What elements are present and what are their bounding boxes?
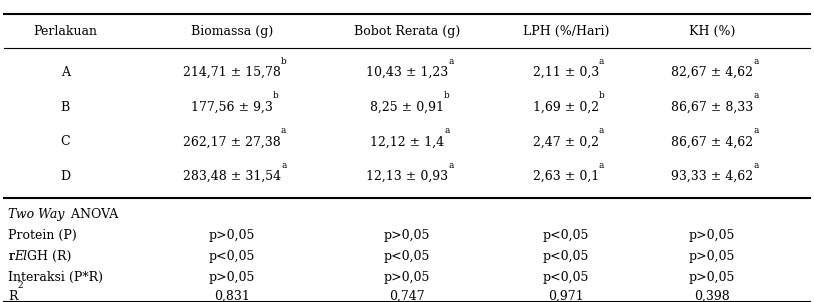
- Text: p>0,05: p>0,05: [689, 271, 735, 284]
- Text: p<0,05: p<0,05: [543, 271, 589, 284]
- Text: p>0,05: p>0,05: [209, 271, 255, 284]
- Text: 2: 2: [18, 281, 24, 290]
- Text: 8,25 ± 0,91: 8,25 ± 0,91: [370, 101, 444, 114]
- Text: 177,56 ± 9,3: 177,56 ± 9,3: [191, 101, 273, 114]
- Text: Bobot Rerata (g): Bobot Rerata (g): [354, 25, 460, 38]
- Text: a: a: [281, 126, 287, 135]
- Text: LPH (%/Hari): LPH (%/Hari): [523, 25, 609, 38]
- Text: a: a: [448, 161, 453, 170]
- Text: 2,63 ± 0,1: 2,63 ± 0,1: [532, 170, 599, 183]
- Text: 0,831: 0,831: [214, 290, 250, 302]
- Text: 12,13 ± 0,93: 12,13 ± 0,93: [366, 170, 448, 183]
- Text: 262,17 ± 27,38: 262,17 ± 27,38: [183, 135, 281, 149]
- Text: Two Way: Two Way: [8, 208, 64, 221]
- Text: p<0,05: p<0,05: [209, 250, 255, 263]
- Text: b: b: [444, 91, 450, 100]
- Text: 214,71 ± 15,78: 214,71 ± 15,78: [183, 66, 281, 79]
- Text: 283,48 ± 31,54: 283,48 ± 31,54: [183, 170, 281, 183]
- Text: Interaksi (P*R): Interaksi (P*R): [8, 271, 103, 284]
- Text: b: b: [281, 56, 287, 66]
- Text: b: b: [273, 91, 278, 100]
- Text: 86,67 ± 8,33: 86,67 ± 8,33: [671, 101, 754, 114]
- Text: 0,747: 0,747: [389, 290, 425, 302]
- Text: 0,398: 0,398: [694, 290, 730, 302]
- Text: 1,69 ± 0,2: 1,69 ± 0,2: [532, 101, 599, 114]
- Text: p<0,05: p<0,05: [543, 250, 589, 263]
- Text: D: D: [60, 170, 70, 183]
- Text: a: a: [444, 126, 449, 135]
- Text: a: a: [599, 126, 604, 135]
- Text: 10,43 ± 1,23: 10,43 ± 1,23: [365, 66, 449, 79]
- Text: a: a: [753, 56, 759, 66]
- Text: p>0,05: p>0,05: [384, 271, 430, 284]
- Text: 86,67 ± 4,62: 86,67 ± 4,62: [672, 135, 753, 149]
- Text: a: a: [753, 161, 759, 170]
- Text: ANOVA: ANOVA: [67, 208, 118, 221]
- Text: a: a: [753, 126, 759, 135]
- Text: Protein (P): Protein (P): [8, 229, 77, 242]
- Text: p<0,05: p<0,05: [543, 229, 589, 242]
- Text: 2,11 ± 0,3: 2,11 ± 0,3: [532, 66, 599, 79]
- Text: a: a: [754, 91, 759, 100]
- Text: 2,47 ± 0,2: 2,47 ± 0,2: [532, 135, 599, 149]
- Text: p>0,05: p>0,05: [689, 250, 735, 263]
- Text: p<0,05: p<0,05: [384, 250, 430, 263]
- Text: GH (R): GH (R): [27, 250, 72, 263]
- Text: r: r: [8, 250, 14, 263]
- Text: a: a: [449, 56, 453, 66]
- Text: Perlakuan: Perlakuan: [33, 25, 97, 38]
- Text: C: C: [60, 135, 70, 149]
- Text: 0,971: 0,971: [548, 290, 584, 302]
- Text: B: B: [60, 101, 70, 114]
- Text: a: a: [599, 56, 604, 66]
- Text: Biomassa (g): Biomassa (g): [190, 25, 274, 38]
- Text: p>0,05: p>0,05: [689, 229, 735, 242]
- Text: a: a: [281, 161, 287, 170]
- Text: a: a: [599, 161, 604, 170]
- Text: 93,33 ± 4,62: 93,33 ± 4,62: [672, 170, 753, 183]
- Text: r: r: [8, 250, 14, 263]
- Text: KH (%): KH (%): [689, 25, 735, 38]
- Text: b: b: [599, 91, 605, 100]
- Text: 82,67 ± 4,62: 82,67 ± 4,62: [672, 66, 753, 79]
- Text: p>0,05: p>0,05: [209, 229, 255, 242]
- Text: A: A: [60, 66, 70, 79]
- Text: 12,12 ± 1,4: 12,12 ± 1,4: [370, 135, 444, 149]
- Text: El: El: [14, 250, 27, 263]
- Text: R: R: [8, 290, 18, 302]
- Text: p>0,05: p>0,05: [384, 229, 430, 242]
